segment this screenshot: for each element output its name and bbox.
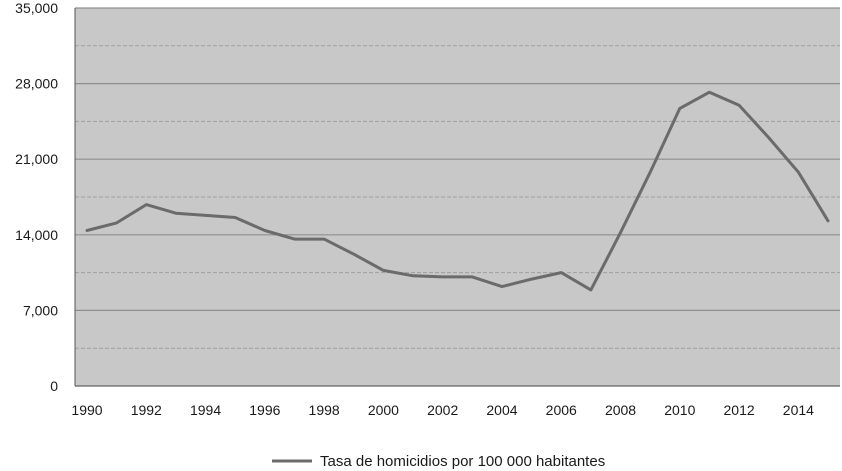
x-tick-label: 2004 (486, 402, 517, 418)
x-tick-label: 2012 (724, 402, 755, 418)
x-tick-label: 2006 (546, 402, 577, 418)
y-tick-label: 21,000 (15, 151, 58, 167)
x-tick-label: 2014 (783, 402, 814, 418)
y-axis-ticks: 0 7,000 14,000 21,000 28,000 35,000 (15, 0, 58, 394)
x-tick-label: 2010 (664, 402, 695, 418)
series-line (85, 90, 830, 292)
legend-label: Tasa de homicidios por 100 000 habitante… (320, 453, 605, 470)
x-tick-label: 1996 (249, 402, 280, 418)
x-tick-label: 2008 (605, 402, 636, 418)
x-tick-label: 1994 (190, 402, 221, 418)
x-tick-label: 2000 (368, 402, 399, 418)
x-tick-label: 2002 (427, 402, 458, 418)
y-tick-label: 14,000 (15, 227, 58, 243)
y-tick-label: 7,000 (23, 302, 58, 318)
axes (74, 8, 840, 387)
legend: Tasa de homicidios por 100 000 habitante… (272, 453, 605, 470)
y-tick-label: 0 (50, 378, 58, 394)
gridlines (75, 7, 840, 387)
x-tick-label: 1992 (131, 402, 162, 418)
y-tick-label: 28,000 (15, 76, 58, 92)
y-tick-label: 35,000 (15, 0, 58, 16)
x-tick-label: 1990 (71, 402, 102, 418)
series-layer (85, 90, 830, 292)
x-tick-label: 1998 (309, 402, 340, 418)
x-axis-ticks: 1990 1992 1994 1996 1998 2000 2002 2004 2006 2008… (71, 402, 814, 418)
